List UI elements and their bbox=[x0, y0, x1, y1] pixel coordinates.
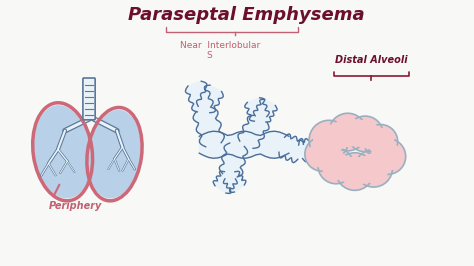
Polygon shape bbox=[223, 171, 246, 192]
Circle shape bbox=[367, 128, 394, 155]
Polygon shape bbox=[238, 115, 269, 148]
Polygon shape bbox=[219, 143, 247, 177]
Circle shape bbox=[351, 120, 380, 148]
Text: Distal Alveoli: Distal Alveoli bbox=[335, 55, 408, 65]
Polygon shape bbox=[213, 171, 237, 193]
Circle shape bbox=[374, 142, 402, 171]
Circle shape bbox=[333, 117, 363, 147]
Circle shape bbox=[322, 152, 350, 180]
Circle shape bbox=[329, 113, 366, 151]
FancyBboxPatch shape bbox=[83, 78, 95, 120]
Text: Paraseptal Emphysema: Paraseptal Emphysema bbox=[128, 6, 365, 24]
Circle shape bbox=[347, 116, 383, 152]
Text: Near  Interlobular: Near Interlobular bbox=[181, 41, 261, 50]
Circle shape bbox=[305, 137, 339, 171]
Circle shape bbox=[355, 149, 392, 187]
Text: Periphery: Periphery bbox=[48, 201, 102, 211]
Polygon shape bbox=[254, 99, 277, 122]
Circle shape bbox=[340, 156, 370, 186]
Polygon shape bbox=[185, 81, 213, 112]
Ellipse shape bbox=[88, 110, 141, 198]
Text: S: S bbox=[206, 51, 212, 60]
Circle shape bbox=[336, 153, 374, 190]
Polygon shape bbox=[199, 131, 289, 158]
Circle shape bbox=[313, 124, 345, 156]
Circle shape bbox=[370, 139, 406, 174]
Polygon shape bbox=[279, 134, 303, 163]
Polygon shape bbox=[245, 98, 269, 121]
Circle shape bbox=[318, 148, 354, 184]
Polygon shape bbox=[299, 137, 319, 162]
Circle shape bbox=[358, 153, 389, 183]
Ellipse shape bbox=[34, 105, 91, 198]
Circle shape bbox=[308, 141, 336, 168]
Circle shape bbox=[364, 124, 398, 158]
Circle shape bbox=[309, 120, 349, 160]
Polygon shape bbox=[193, 107, 224, 147]
Polygon shape bbox=[197, 85, 223, 113]
